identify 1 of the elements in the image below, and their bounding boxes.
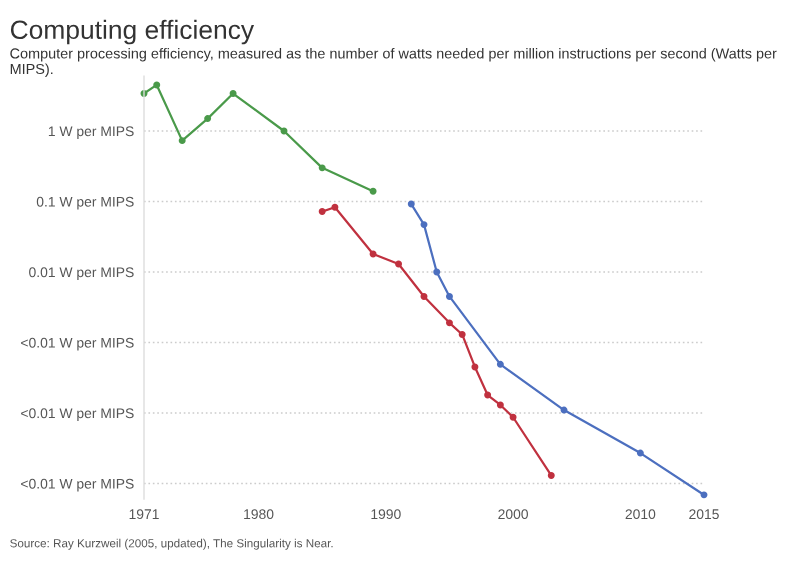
chart-title: Computing efficiency <box>10 19 255 45</box>
